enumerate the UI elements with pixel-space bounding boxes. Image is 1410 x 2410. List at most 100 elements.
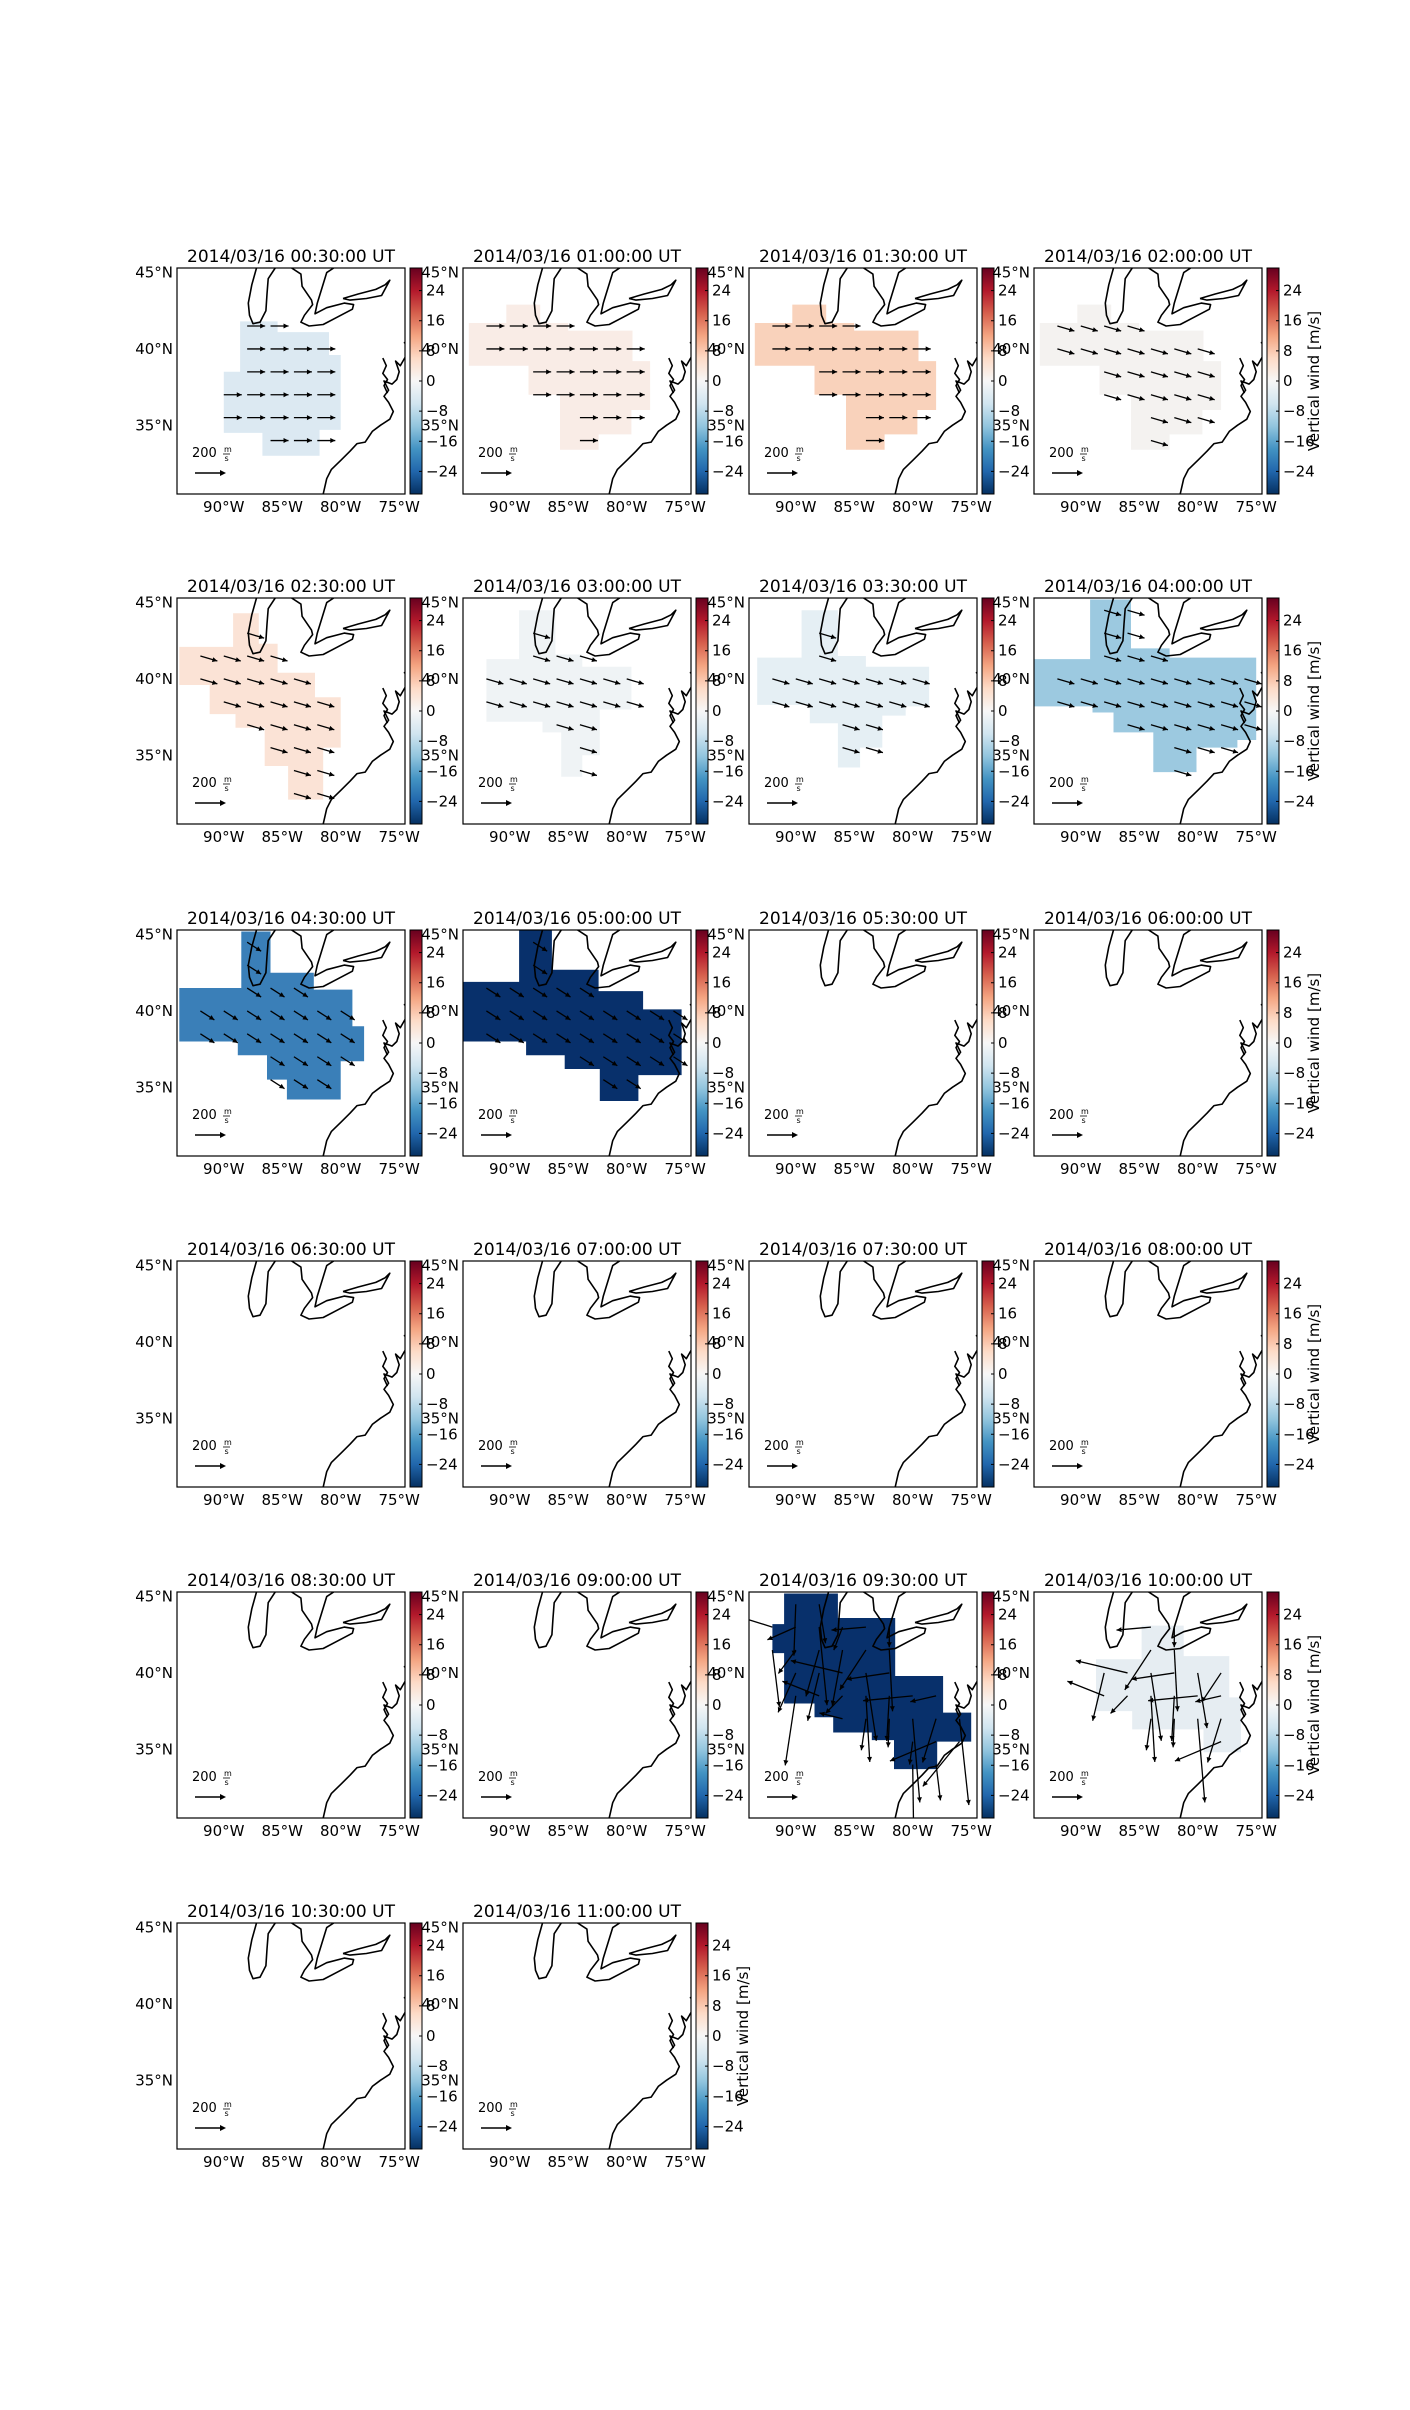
coastline	[608, 671, 691, 824]
map-frame	[748, 1591, 978, 1819]
wind-arrow-head	[777, 1706, 783, 1713]
wind-arrow	[1173, 1649, 1179, 1712]
wind-arrow-head	[1174, 1756, 1181, 1762]
latitude-label: 40°N	[135, 340, 173, 358]
scale-label: 200	[764, 1770, 789, 1785]
latitude-label: 40°N	[707, 1664, 745, 1682]
colorbar-tick: 8	[426, 342, 436, 360]
coastline	[668, 1019, 675, 1056]
longitude-label: 75°W	[950, 498, 992, 516]
longitude-label: 85°W	[548, 498, 590, 516]
colorbar-tick: 16	[998, 1305, 1017, 1323]
map-frame	[462, 1922, 692, 2150]
colorbar-tick: −24	[426, 462, 458, 480]
scale-label: 200	[764, 776, 789, 791]
wind-arrow-head	[591, 725, 597, 731]
wind-arrow-head	[544, 703, 551, 708]
colorbar-tick: −16	[712, 1756, 744, 1774]
scale-key: 200 ms	[764, 1107, 804, 1138]
wind-arrow-head	[924, 703, 930, 708]
colorbar-tick: 8	[426, 1335, 436, 1353]
scale-unit-numerator: m	[224, 1107, 232, 1116]
latitude-label: 35°N	[135, 416, 173, 434]
wind-arrow-head	[521, 680, 527, 685]
coastline	[668, 687, 675, 724]
scale-label: 200	[1049, 1770, 1074, 1785]
wind-arrow-head	[1144, 1744, 1150, 1751]
scale-unit-denominator: s	[225, 1778, 229, 1787]
colorbar-label: Vertical wind [m/s]	[1305, 1635, 1323, 1775]
wind-arrow-head	[283, 392, 289, 398]
colorbar-tick: 24	[712, 1937, 731, 1955]
latitude-label: 35°N	[421, 1078, 459, 1096]
panel-title: 2014/03/16 00:30:00 UT	[187, 247, 396, 267]
colorbar-tick: 0	[1283, 1034, 1293, 1052]
wind-arrow-head	[282, 748, 288, 754]
coastline	[533, 598, 562, 655]
latitude-label: 40°N	[707, 1002, 745, 1020]
wind-arrow-head	[830, 1700, 836, 1706]
colorbar-tick: 8	[998, 672, 1008, 690]
coastline	[322, 341, 405, 494]
longitude-label: 75°W	[1235, 498, 1277, 516]
wind-arrow-head	[937, 1795, 943, 1801]
wind-arrow-head	[822, 1637, 828, 1644]
colorbar-tick: −16	[1283, 1094, 1315, 1112]
wind-arrow-head	[1201, 1797, 1207, 1803]
wind-arrow-head	[854, 703, 860, 708]
colorbar-tick: 16	[712, 1967, 731, 1985]
wind-arrow-head	[910, 1698, 916, 1704]
colorbar-tick: −8	[426, 1395, 448, 1413]
colorbar-tick: −16	[998, 1756, 1030, 1774]
wind-arrow-head	[1139, 373, 1145, 378]
scale-key: 200 ms	[192, 1438, 232, 1469]
wind-arrow-head	[1185, 725, 1192, 731]
scale-unit-numerator: m	[796, 1107, 804, 1116]
colorbar-tick: 24	[1283, 612, 1302, 630]
coastline	[342, 1603, 391, 1625]
wind-arrow-head	[925, 369, 931, 375]
longitude-label: 80°W	[606, 828, 648, 846]
scale-label: 200	[478, 1770, 503, 1785]
latitude-label: 45°N	[707, 264, 745, 282]
wind-arrow-head	[569, 369, 575, 375]
panel-title: 2014/03/16 07:00:00 UT	[473, 1240, 682, 1260]
coastline	[628, 1603, 677, 1625]
wind-arrow-head	[325, 1038, 332, 1043]
wind-arrow-head	[328, 771, 335, 777]
wind-arrow-head	[1232, 725, 1239, 731]
latitude-label: 35°N	[707, 1409, 745, 1427]
wind-arrow-head	[546, 346, 552, 352]
wind-arrow-head	[1068, 327, 1075, 333]
colorbar-tick: 8	[712, 672, 722, 690]
scale-unit-numerator: m	[224, 445, 232, 454]
longitude-label: 90°W	[775, 828, 817, 846]
wind-arrow-head	[282, 680, 288, 685]
coastline	[1239, 357, 1246, 394]
scale-label: 200	[192, 446, 217, 461]
wind-arrow	[793, 1604, 797, 1656]
colorbar-tick: −24	[998, 1455, 1030, 1473]
scale-unit-numerator: m	[224, 1438, 232, 1447]
wind-arrow-head	[639, 369, 645, 375]
colorbar-tick: −16	[712, 432, 744, 450]
wind-arrow-head	[305, 794, 311, 800]
wind-arrow	[865, 1695, 871, 1763]
colorbar-tick: 8	[712, 1004, 722, 1022]
map-panel: 2014/03/16 03:30:00 UT 200 ms 45°N 40°N 35°N 9…	[707, 577, 1029, 846]
longitude-label: 85°W	[834, 828, 876, 846]
panel-title: 2014/03/16 03:00:00 UT	[473, 577, 682, 597]
colorbar-tick: −8	[1283, 732, 1305, 750]
longitude-label: 85°W	[834, 1822, 876, 1840]
coastline	[291, 930, 355, 989]
wind-arrow-head	[1171, 1642, 1177, 1648]
wind-arrow-head	[1232, 748, 1239, 754]
scale-label: 200	[764, 1108, 789, 1123]
coastline	[628, 609, 677, 631]
colorbar-tick: −8	[998, 402, 1020, 420]
wind-arrow-head	[568, 725, 574, 731]
longitude-label: 90°W	[203, 1822, 245, 1840]
wind-arrow-head	[907, 1759, 913, 1765]
scale-label: 200	[192, 776, 217, 791]
scale-key: 200 ms	[478, 1438, 518, 1469]
